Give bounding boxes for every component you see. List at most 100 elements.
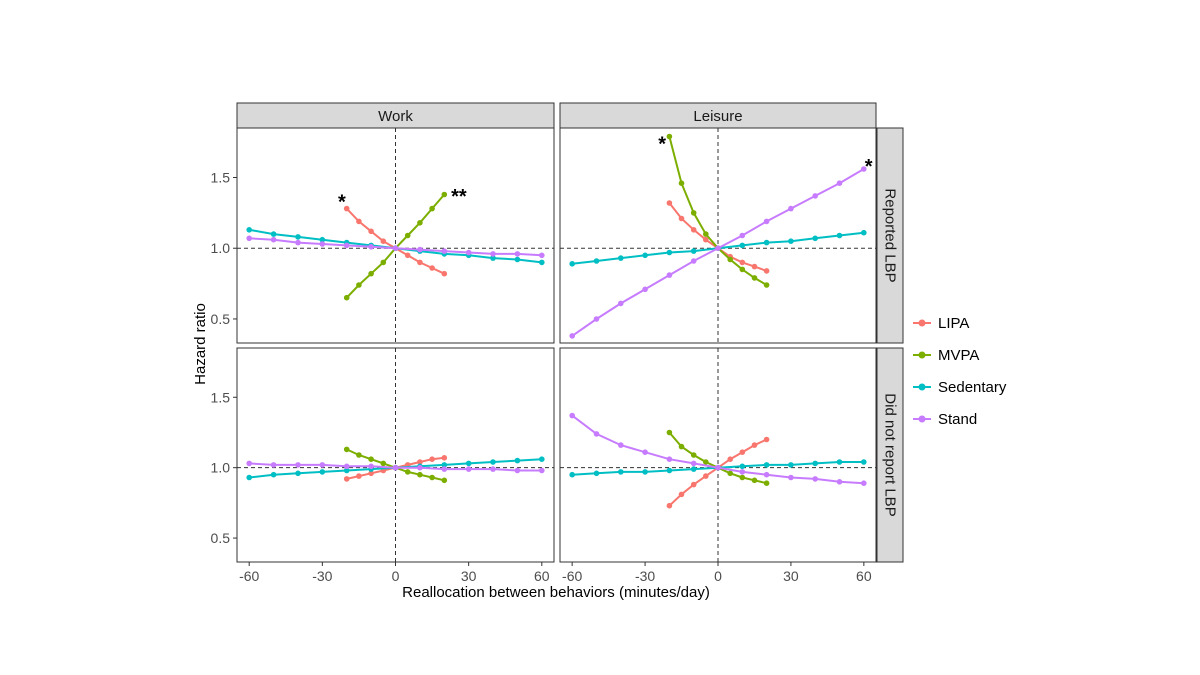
- data-point-sedentary: [690, 248, 697, 254]
- legend-entry-sedentary: Sedentary: [913, 379, 1007, 396]
- data-point-stand: [490, 466, 496, 472]
- data-point-stand: [539, 467, 545, 474]
- data-point-stand: [392, 464, 399, 471]
- data-point-sedentary: [343, 467, 350, 474]
- legend-label: MVPA: [938, 347, 979, 364]
- y-axis-title: Hazard ratio: [192, 303, 209, 385]
- panel-leisure-did-not-report-lbp: [559, 347, 877, 563]
- data-point-stand: [417, 246, 423, 253]
- data-point-mvpa: [751, 477, 758, 484]
- data-point-sedentary: [569, 261, 575, 267]
- data-point-stand: [441, 248, 448, 254]
- data-point-stand: [642, 449, 648, 456]
- data-point-sedentary: [788, 238, 794, 244]
- data-point-sedentary: [246, 474, 252, 481]
- strip-label-work: Work: [378, 108, 413, 125]
- data-point-lipa: [429, 456, 435, 463]
- data-point-sedentary: [539, 456, 545, 463]
- data-point-stand: [246, 460, 252, 467]
- data-point-stand: [812, 193, 818, 199]
- data-point-sedentary: [295, 234, 301, 240]
- data-point-mvpa: [441, 477, 448, 484]
- data-point-lipa: [343, 205, 350, 212]
- data-point-stand: [593, 431, 600, 437]
- strip-reported-lbp: [876, 127, 904, 344]
- panel-work-reported-lbp: * **: [236, 127, 555, 344]
- significance-annotation: *: [865, 156, 873, 178]
- data-point-stand: [368, 244, 374, 250]
- data-point-sedentary: [739, 463, 746, 470]
- data-point-lipa: [356, 218, 362, 225]
- data-point-mvpa: [727, 256, 733, 263]
- y-tick-label: 1.0: [211, 460, 231, 476]
- data-point-stand: [690, 460, 697, 467]
- x-tick-label: -60: [562, 568, 582, 584]
- data-point-stand: [343, 463, 350, 470]
- x-tick-label: 0: [392, 568, 400, 584]
- data-point-mvpa: [763, 282, 770, 288]
- data-point-mvpa: [739, 266, 746, 273]
- data-point-lipa: [343, 476, 350, 482]
- data-point-mvpa: [690, 210, 697, 216]
- data-point-lipa: [666, 200, 673, 206]
- data-point-lipa: [678, 491, 685, 498]
- data-point-lipa: [703, 473, 709, 479]
- facet-strips: Work Leisure Reported LBP Did not report LB…: [236, 102, 904, 563]
- legend-label: Sedentary: [938, 379, 1007, 396]
- data-point-mvpa: [368, 270, 374, 277]
- data-point-stand: [270, 462, 277, 468]
- axes: Reallocation between behaviors (minutes/…: [192, 170, 872, 601]
- data-point-mvpa: [678, 443, 685, 450]
- data-point-stand: [836, 479, 843, 485]
- data-point-stand: [465, 466, 472, 472]
- legend-key-point: [918, 319, 926, 327]
- data-point-mvpa: [739, 474, 746, 481]
- data-point-sedentary: [490, 255, 496, 261]
- data-point-mvpa: [380, 259, 387, 266]
- data-point-stand: [836, 180, 843, 186]
- data-point-lipa: [703, 236, 709, 243]
- data-point-sedentary: [763, 239, 770, 246]
- panel-leisure-reported-lbp: **: [559, 127, 877, 344]
- data-point-mvpa: [690, 452, 697, 458]
- x-tick-label: -60: [239, 568, 259, 584]
- data-point-lipa: [417, 459, 423, 465]
- data-point-stand: [270, 236, 277, 243]
- data-point-sedentary: [618, 255, 624, 261]
- data-point-mvpa: [429, 205, 435, 212]
- data-point-sedentary: [593, 258, 600, 264]
- legend-key-point: [918, 415, 926, 423]
- data-point-mvpa: [404, 232, 411, 239]
- data-point-mvpa: [666, 133, 673, 140]
- data-point-stand: [343, 242, 350, 249]
- strip-label-did-not-report-lbp: Did not report LBP: [882, 393, 899, 516]
- legend-label: LIPA: [938, 315, 969, 332]
- data-point-stand: [763, 218, 770, 225]
- data-point-lipa: [441, 270, 448, 277]
- data-point-stand: [618, 300, 624, 307]
- data-point-sedentary: [861, 229, 867, 236]
- legend-key-point: [918, 383, 926, 391]
- data-point-stand: [739, 232, 746, 239]
- data-point-stand: [788, 205, 794, 212]
- data-point-stand: [618, 442, 624, 448]
- data-point-sedentary: [836, 232, 843, 239]
- data-point-sedentary: [246, 227, 252, 233]
- data-point-stand: [666, 456, 673, 463]
- data-point-sedentary: [514, 256, 521, 263]
- data-point-mvpa: [356, 282, 362, 288]
- data-point-lipa: [417, 259, 423, 266]
- data-point-stand: [593, 316, 600, 322]
- data-point-sedentary: [490, 459, 496, 465]
- x-tick-label: -30: [635, 568, 655, 584]
- data-point-lipa: [727, 456, 733, 463]
- data-point-lipa: [368, 228, 374, 235]
- significance-annotation: **: [451, 186, 467, 208]
- data-point-sedentary: [666, 467, 673, 474]
- data-point-stand: [812, 476, 818, 482]
- data-point-stand: [715, 464, 721, 471]
- data-point-sedentary: [270, 471, 277, 478]
- data-point-sedentary: [642, 252, 648, 259]
- data-point-sedentary: [812, 235, 818, 242]
